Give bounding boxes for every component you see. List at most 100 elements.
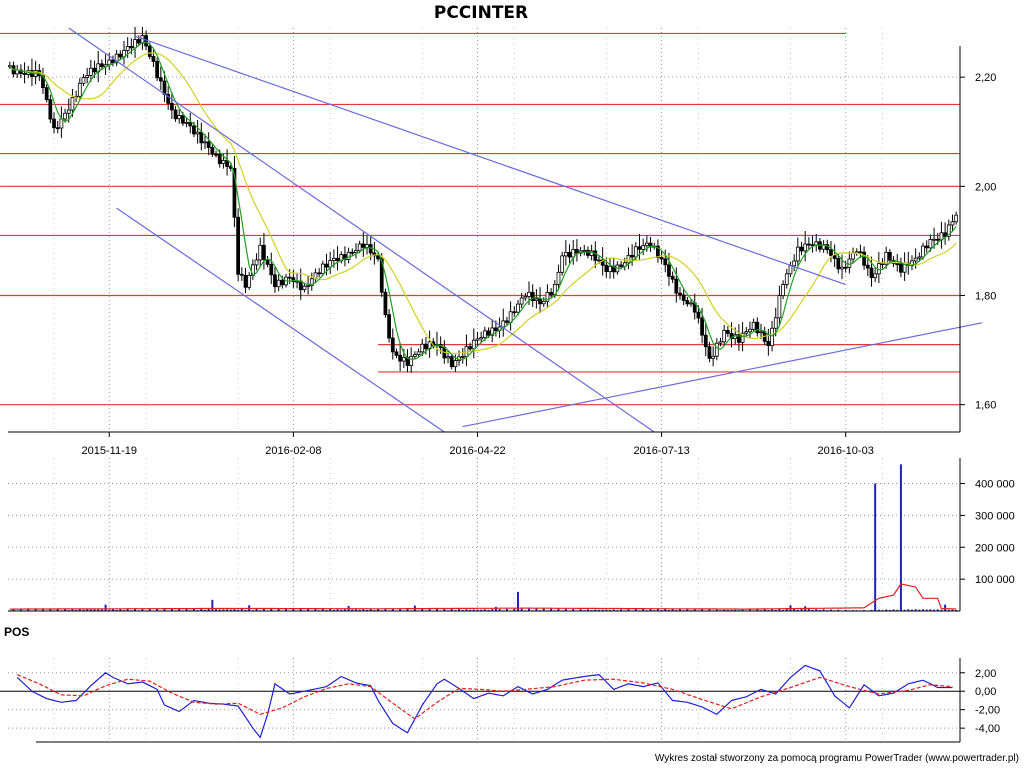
candle-body-down [192,125,196,135]
candle-body-up [66,109,71,114]
price-x-tick-label: 2015-11-19 [82,445,137,457]
candle-body-down [696,311,701,319]
chart-title: PCCINTER [434,3,528,23]
candle-body-up [221,160,226,164]
candle-body-down [832,254,837,259]
candle-body-down [667,264,671,277]
candle-body-down [899,263,903,273]
candle-body-down [136,39,141,44]
trend-line [68,27,655,433]
pos-y-tick-label: -4,00 [975,723,1000,735]
candle-body-down [169,102,174,111]
candle-body-down [100,63,104,68]
candle-body-down [19,69,23,74]
candle-body-down [755,321,760,334]
candle-body-down [379,258,384,293]
candle-body-up [331,257,336,261]
candle-body-down [343,254,347,260]
candle-body-down [350,251,355,254]
candle-body-up [851,252,855,260]
candle-body-down [199,131,204,144]
candle-body-down [55,127,60,130]
candle-body-up [582,249,587,252]
candle-body-up [718,341,723,344]
candle-body-up [932,238,936,241]
candle-body-up [545,291,550,302]
candle-body-up [258,244,263,261]
candle-body-down [836,258,841,270]
candle-body-down [799,246,804,252]
candle-body-down [600,259,605,266]
candle-body-up [748,328,752,333]
candle-body-up [803,243,808,252]
candle-body-down [725,330,730,334]
candle-body-up [460,356,465,358]
candle-body-down [593,250,598,261]
candle-body-up [125,46,130,51]
candle-body-up [788,265,793,275]
candle-body-up [479,337,484,340]
candle-body-up [781,284,785,296]
candle-body-up [446,356,450,359]
candle-body-down [674,278,679,294]
candle-body-down [232,167,237,218]
candle-body-down [317,272,322,275]
candle-body-down [494,327,498,331]
candle-body-up [950,221,955,226]
candle-body-up [471,339,476,350]
candle-body-up [475,338,480,341]
footer-credit: Wykres został stworzony za pomocą progra… [655,753,1019,764]
candle-body-up [641,245,646,250]
candle-body-up [527,291,531,297]
candle-body-up [633,246,638,258]
candle-body-up [722,330,727,343]
volume-y-tick-label: 400 000 [975,479,1015,491]
candle-body-down [586,249,590,256]
candle-body-down [530,291,535,302]
candle-body-down [700,317,704,336]
candle-body-down [383,291,388,316]
price-y-tick-label: 1,80 [975,291,996,303]
pos-indicator-title: POS [4,625,29,639]
candle-body-down [869,267,874,278]
candle-body-down [390,337,395,353]
candle-body-down [729,332,734,339]
candle-body-up [416,351,421,356]
candle-body-down [737,334,741,343]
price-x-tick-label: 2016-04-22 [449,445,505,457]
pos-y-tick-label: -2,00 [975,705,1000,717]
candle-body-up [295,280,299,283]
candle-body-up [556,271,561,285]
candle-body-down [880,263,885,266]
candle-body-down [173,109,178,120]
candle-body-down [291,277,296,282]
candle-body-up [523,296,528,299]
candle-body-up [689,302,693,305]
candle-body-up [365,244,369,248]
pos-indicator-panel: 2,00 0,00 -2,00 -4,00 [0,658,1000,743]
candle-body-down [118,53,123,58]
candle-body-up [795,246,800,262]
candle-body-down [659,257,664,260]
price-x-tick-label: 2016-02-08 [265,445,321,457]
candle-body-down [262,244,266,261]
pos-signal-line [16,674,953,720]
candle-body-down [829,249,833,256]
price-y-tick-label: 2,00 [975,181,996,193]
candle-body-up [63,112,67,120]
candle-body-up [302,285,307,291]
candle-body-up [357,243,362,251]
candle-body-up [490,327,495,336]
volume-panel: 100 000 200 000 300 000 400 000 [8,458,1015,612]
candle-body-down [22,73,27,75]
candle-body-down [273,274,277,288]
candle-body-down [214,153,218,156]
pos-y-tick-label: 0,00 [975,686,996,698]
candle-body-down [449,356,454,368]
candle-body-down [656,245,660,258]
candle-body-up [482,330,487,338]
candle-body-up [751,321,756,330]
candle-body-up [70,97,75,111]
candle-body-down [236,216,241,275]
trend-line [116,207,445,433]
